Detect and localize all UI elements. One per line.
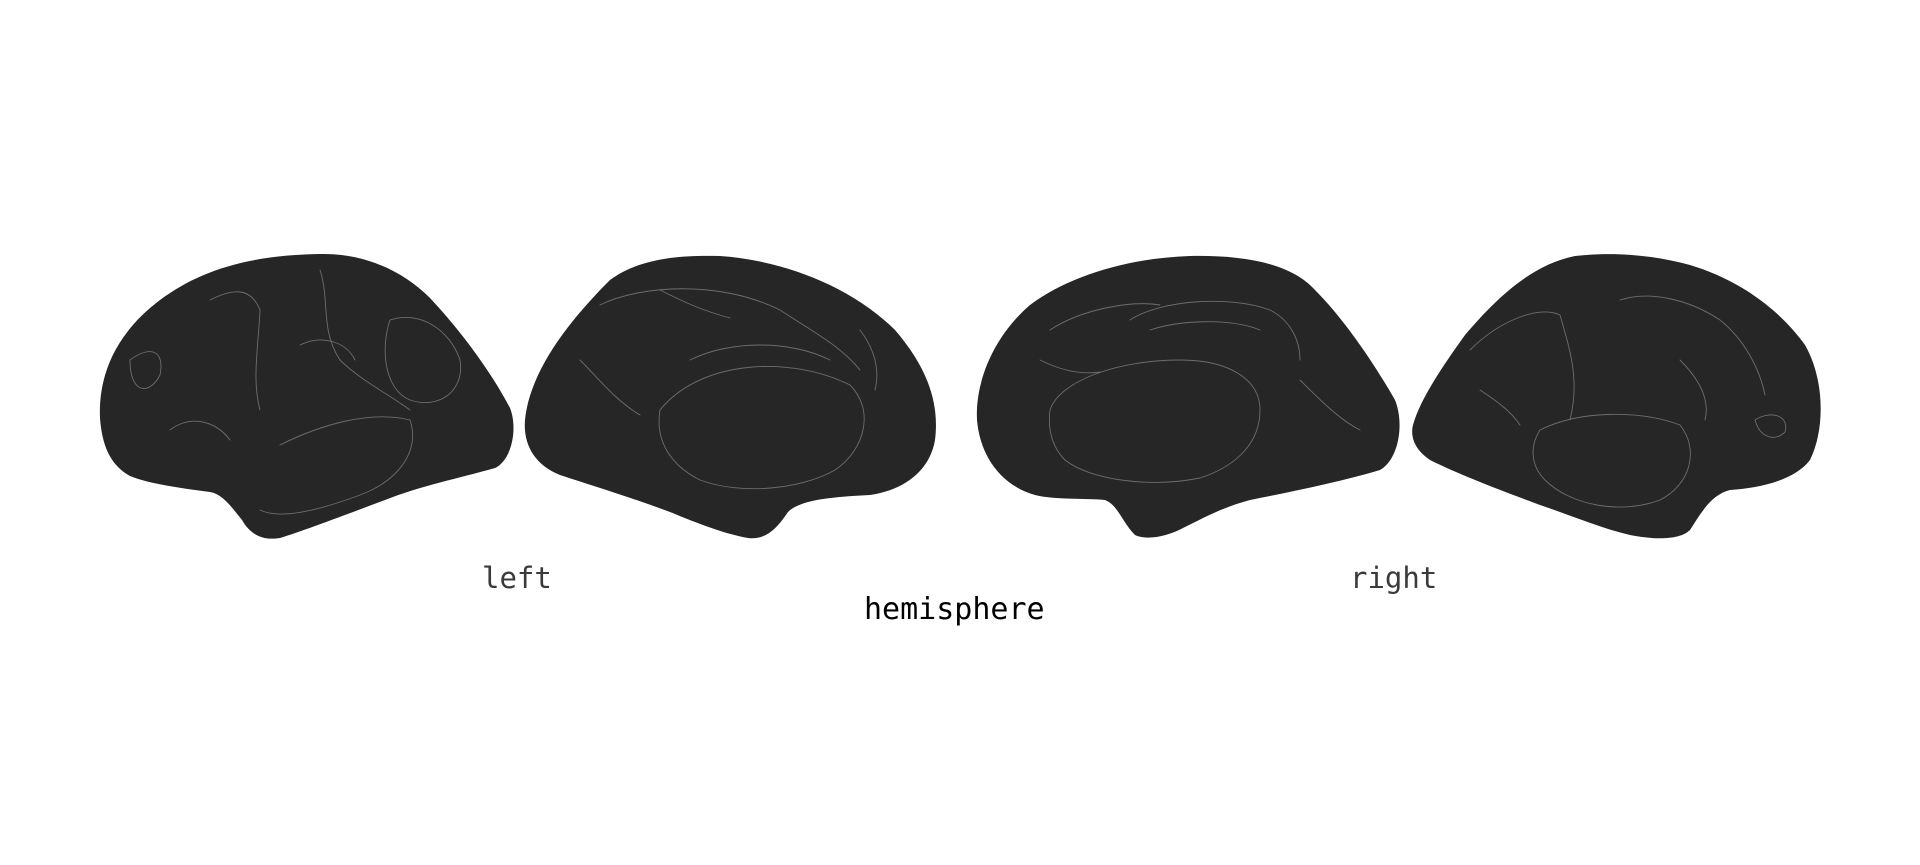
right-hemisphere-label: right bbox=[1350, 561, 1438, 595]
brain-medial-right-icon bbox=[976, 255, 1400, 538]
left-hemisphere-label: left bbox=[482, 561, 552, 595]
hemisphere-axis-title: hemisphere bbox=[864, 592, 1045, 627]
brain-medial-left-icon bbox=[524, 255, 936, 539]
brain-lateral-right-icon bbox=[1412, 254, 1821, 539]
brain-lateral-left-icon bbox=[99, 253, 514, 539]
